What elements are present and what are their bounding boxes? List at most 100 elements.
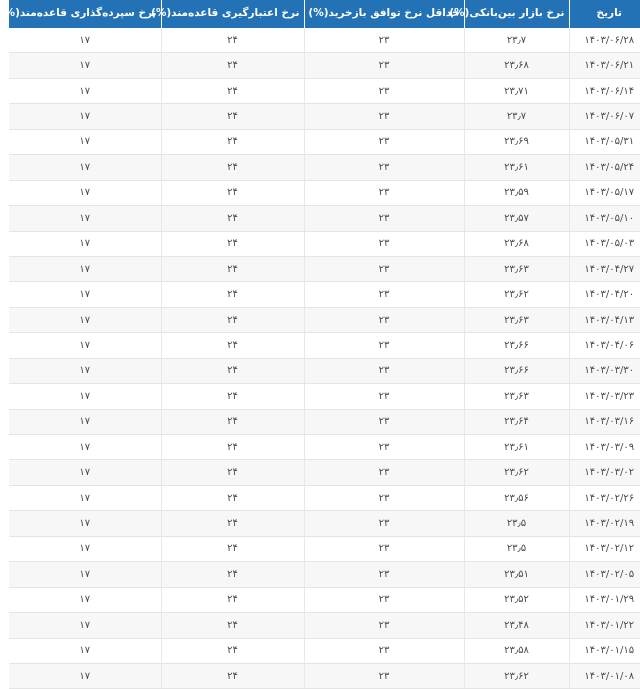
table-row: ۱۴۰۳/۰۲/۰۵ ۲۳٫۵۱ ۲۳ ۲۴ ۱۷ <box>0 562 640 587</box>
cell-repo: ۲۳ <box>295 562 455 587</box>
cell-credit: ۲۴ <box>152 384 295 409</box>
cell-date: ۱۴۰۳/۰۳/۳۰ <box>560 358 640 383</box>
cell-date: ۱۴۰۳/۰۴/۲۷ <box>560 256 640 281</box>
cell-date: ۱۴۰۳/۰۵/۰۳ <box>560 231 640 256</box>
cell-date: ۱۴۰۳/۰۴/۱۳ <box>560 307 640 332</box>
cell-date: ۱۴۰۳/۰۳/۱۶ <box>560 409 640 434</box>
cell-date: ۱۴۰۳/۰۵/۱۷ <box>560 180 640 205</box>
cell-credit: ۲۴ <box>152 409 295 434</box>
cell-deposit: ۱۷ <box>0 129 152 154</box>
cell-date: ۱۴۰۳/۰۴/۰۶ <box>560 333 640 358</box>
cell-date: ۱۴۰۳/۰۴/۲۰ <box>560 282 640 307</box>
cell-interbank: ۲۳٫۶۲ <box>455 460 560 485</box>
table-header-row: تاریخ نرخ بازار بین‌بانکی(%) حداقل نرخ ت… <box>0 0 640 28</box>
cell-repo: ۲۳ <box>295 409 455 434</box>
column-header-credit: نرخ اعتبارگیری قاعده‌مند(%) <box>152 0 295 28</box>
cell-interbank: ۲۳٫۴۸ <box>455 613 560 638</box>
cell-interbank: ۲۳٫۵ <box>455 536 560 561</box>
cell-deposit: ۱۷ <box>0 358 152 383</box>
cell-credit: ۲۴ <box>152 307 295 332</box>
cell-repo: ۲۳ <box>295 663 455 688</box>
cell-repo: ۲۳ <box>295 78 455 103</box>
cell-interbank: ۲۳٫۶۳ <box>455 384 560 409</box>
table-header: تاریخ نرخ بازار بین‌بانکی(%) حداقل نرخ ت… <box>0 0 640 28</box>
column-header-repo: حداقل نرخ توافق بازخرید(%) <box>295 0 455 28</box>
cell-interbank: ۲۳٫۷ <box>455 104 560 129</box>
cell-interbank: ۲۳٫۶۳ <box>455 307 560 332</box>
cell-date: ۱۴۰۳/۰۵/۲۴ <box>560 155 640 180</box>
cell-interbank: ۲۳٫۷۱ <box>455 78 560 103</box>
cell-date: ۱۴۰۳/۰۱/۱۵ <box>560 638 640 663</box>
cell-deposit: ۱۷ <box>0 485 152 510</box>
cell-deposit: ۱۷ <box>0 53 152 78</box>
cell-interbank: ۲۳٫۷ <box>455 28 560 53</box>
table-row: ۱۴۰۳/۰۲/۱۲ ۲۳٫۵ ۲۳ ۲۴ ۱۷ <box>0 536 640 561</box>
cell-credit: ۲۴ <box>152 129 295 154</box>
cell-interbank: ۲۳٫۶۳ <box>455 256 560 281</box>
cell-repo: ۲۳ <box>295 28 455 53</box>
cell-date: ۱۴۰۳/۰۶/۲۱ <box>560 53 640 78</box>
cell-repo: ۲۳ <box>295 231 455 256</box>
cell-interbank: ۲۳٫۶۱ <box>455 435 560 460</box>
cell-deposit: ۱۷ <box>0 307 152 332</box>
cell-interbank: ۲۳٫۶۶ <box>455 333 560 358</box>
interbank-rates-table: تاریخ نرخ بازار بین‌بانکی(%) حداقل نرخ ت… <box>0 0 640 689</box>
cell-credit: ۲۴ <box>152 536 295 561</box>
cell-credit: ۲۴ <box>152 231 295 256</box>
table-row: ۱۴۰۳/۰۳/۰۲ ۲۳٫۶۲ ۲۳ ۲۴ ۱۷ <box>0 460 640 485</box>
cell-date: ۱۴۰۳/۰۲/۰۵ <box>560 562 640 587</box>
cell-repo: ۲۳ <box>295 333 455 358</box>
cell-deposit: ۱۷ <box>0 435 152 460</box>
cell-deposit: ۱۷ <box>0 155 152 180</box>
table-row: ۱۴۰۳/۰۲/۲۶ ۲۳٫۵۶ ۲۳ ۲۴ ۱۷ <box>0 485 640 510</box>
cell-deposit: ۱۷ <box>0 587 152 612</box>
cell-interbank: ۲۳٫۵۹ <box>455 180 560 205</box>
cell-deposit: ۱۷ <box>0 638 152 663</box>
cell-interbank: ۲۳٫۶۹ <box>455 129 560 154</box>
cell-repo: ۲۳ <box>295 129 455 154</box>
cell-credit: ۲۴ <box>152 638 295 663</box>
cell-repo: ۲۳ <box>295 613 455 638</box>
cell-date: ۱۴۰۳/۰۶/۱۴ <box>560 78 640 103</box>
cell-credit: ۲۴ <box>152 206 295 231</box>
cell-credit: ۲۴ <box>152 155 295 180</box>
cell-credit: ۲۴ <box>152 282 295 307</box>
table-row: ۱۴۰۳/۰۵/۱۷ ۲۳٫۵۹ ۲۳ ۲۴ ۱۷ <box>0 180 640 205</box>
cell-repo: ۲۳ <box>295 435 455 460</box>
cell-repo: ۲۳ <box>295 256 455 281</box>
cell-date: ۱۴۰۳/۰۲/۲۶ <box>560 485 640 510</box>
cell-repo: ۲۳ <box>295 307 455 332</box>
table-row: ۱۴۰۳/۰۵/۲۴ ۲۳٫۶۱ ۲۳ ۲۴ ۱۷ <box>0 155 640 180</box>
table-row: ۱۴۰۳/۰۱/۱۵ ۲۳٫۵۸ ۲۳ ۲۴ ۱۷ <box>0 638 640 663</box>
cell-deposit: ۱۷ <box>0 282 152 307</box>
cell-repo: ۲۳ <box>295 282 455 307</box>
table-row: ۱۴۰۳/۰۶/۰۷ ۲۳٫۷ ۲۳ ۲۴ ۱۷ <box>0 104 640 129</box>
cell-credit: ۲۴ <box>152 53 295 78</box>
cell-repo: ۲۳ <box>295 638 455 663</box>
cell-date: ۱۴۰۳/۰۱/۲۲ <box>560 613 640 638</box>
cell-repo: ۲۳ <box>295 206 455 231</box>
cell-date: ۱۴۰۳/۰۶/۲۸ <box>560 28 640 53</box>
table-row: ۱۴۰۳/۰۱/۲۲ ۲۳٫۴۸ ۲۳ ۲۴ ۱۷ <box>0 613 640 638</box>
cell-credit: ۲۴ <box>152 562 295 587</box>
cell-repo: ۲۳ <box>295 460 455 485</box>
table-row: ۱۴۰۳/۰۴/۰۶ ۲۳٫۶۶ ۲۳ ۲۴ ۱۷ <box>0 333 640 358</box>
column-header-deposit: نرخ سپرده‌گذاری قاعده‌مند(%) <box>0 0 152 28</box>
table-row: ۱۴۰۳/۰۶/۲۸ ۲۳٫۷ ۲۳ ۲۴ ۱۷ <box>0 28 640 53</box>
cell-date: ۱۴۰۳/۰۱/۰۸ <box>560 663 640 688</box>
cell-date: ۱۴۰۳/۰۲/۱۹ <box>560 511 640 536</box>
cell-credit: ۲۴ <box>152 613 295 638</box>
cell-interbank: ۲۳٫۶۸ <box>455 231 560 256</box>
cell-date: ۱۴۰۳/۰۳/۰۲ <box>560 460 640 485</box>
cell-repo: ۲۳ <box>295 180 455 205</box>
cell-deposit: ۱۷ <box>0 384 152 409</box>
table-row: ۱۴۰۳/۰۳/۳۰ ۲۳٫۶۶ ۲۳ ۲۴ ۱۷ <box>0 358 640 383</box>
cell-deposit: ۱۷ <box>0 180 152 205</box>
cell-credit: ۲۴ <box>152 511 295 536</box>
table-row: ۱۴۰۳/۰۴/۲۰ ۲۳٫۶۲ ۲۳ ۲۴ ۱۷ <box>0 282 640 307</box>
table-body: ۱۴۰۳/۰۶/۲۸ ۲۳٫۷ ۲۳ ۲۴ ۱۷ ۱۴۰۳/۰۶/۲۱ ۲۳٫۶۸ ۲۳ ۲۴ ۱… <box>0 28 640 689</box>
cell-credit: ۲۴ <box>152 333 295 358</box>
cell-interbank: ۲۳٫۶۶ <box>455 358 560 383</box>
cell-date: ۱۴۰۳/۰۳/۲۳ <box>560 384 640 409</box>
table-row: ۱۴۰۳/۰۵/۳۱ ۲۳٫۶۹ ۲۳ ۲۴ ۱۷ <box>0 129 640 154</box>
